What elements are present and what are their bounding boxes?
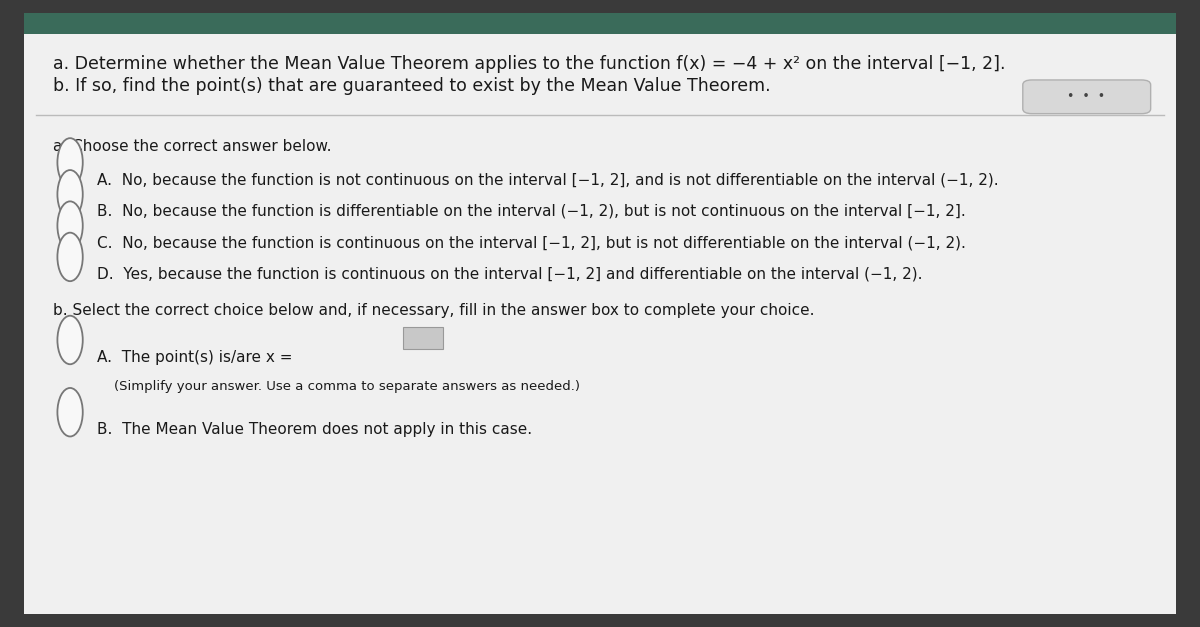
FancyBboxPatch shape — [24, 13, 1176, 34]
Ellipse shape — [58, 388, 83, 436]
Ellipse shape — [58, 138, 83, 187]
Text: A.  No, because the function is not continuous on the interval [−1, 2], and is n: A. No, because the function is not conti… — [96, 172, 998, 187]
Text: A.  The point(s) is/are x =: A. The point(s) is/are x = — [96, 350, 292, 365]
Text: (Simplify your answer. Use a comma to separate answers as needed.): (Simplify your answer. Use a comma to se… — [114, 380, 580, 393]
Ellipse shape — [58, 316, 83, 364]
FancyBboxPatch shape — [24, 13, 1176, 614]
FancyBboxPatch shape — [1022, 80, 1151, 113]
Text: b. If so, find the point(s) that are guaranteed to exist by the Mean Value Theor: b. If so, find the point(s) that are gua… — [53, 77, 770, 95]
Ellipse shape — [58, 233, 83, 281]
Text: a. Determine whether the Mean Value Theorem applies to the function f(x) = −4 + : a. Determine whether the Mean Value Theo… — [53, 55, 1006, 73]
Text: b. Select the correct choice below and, if necessary, fill in the answer box to : b. Select the correct choice below and, … — [53, 303, 815, 318]
Ellipse shape — [58, 201, 83, 250]
FancyBboxPatch shape — [403, 327, 443, 349]
Ellipse shape — [58, 170, 83, 219]
Text: B.  The Mean Value Theorem does not apply in this case.: B. The Mean Value Theorem does not apply… — [96, 422, 532, 437]
Text: C.  No, because the function is continuous on the interval [−1, 2], but is not d: C. No, because the function is continuou… — [96, 235, 966, 250]
Text: B.  No, because the function is differentiable on the interval (−1, 2), but is n: B. No, because the function is different… — [96, 204, 965, 219]
Text: a. Choose the correct answer below.: a. Choose the correct answer below. — [53, 139, 331, 154]
Text: D.  Yes, because the function is continuous on the interval [−1, 2] and differen: D. Yes, because the function is continuo… — [96, 266, 922, 282]
Text: •  •  •: • • • — [1067, 90, 1105, 103]
